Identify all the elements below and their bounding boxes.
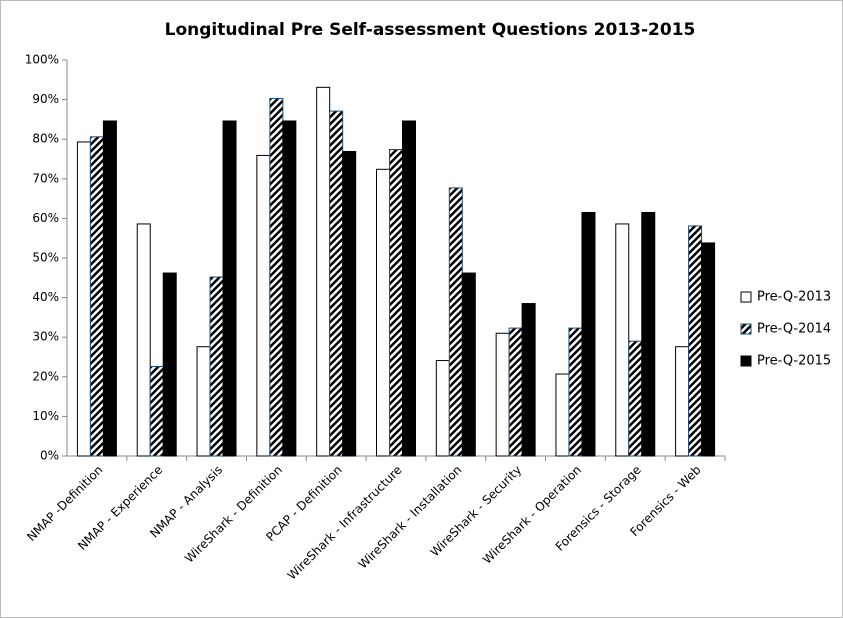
bar — [389, 148, 403, 457]
bar — [402, 120, 416, 457]
bar — [269, 97, 284, 457]
bar — [149, 366, 164, 457]
bar — [209, 276, 224, 457]
legend-swatch — [740, 355, 752, 367]
y-tick-label: 10% — [32, 409, 59, 423]
bar — [581, 211, 596, 457]
y-tick-label: 80% — [32, 132, 59, 146]
legend-swatch — [740, 291, 752, 303]
bar — [162, 272, 177, 457]
bar — [329, 110, 344, 457]
bar — [675, 346, 690, 457]
bar — [196, 346, 211, 457]
y-tick-label: 90% — [32, 92, 59, 106]
legend-swatch — [740, 323, 752, 335]
bar — [89, 136, 104, 457]
legend-label: Pre-Q-2013 — [757, 290, 831, 305]
legend-label: Pre-Q-2015 — [757, 354, 831, 369]
bar — [136, 223, 151, 457]
bar — [508, 327, 523, 457]
bar — [688, 225, 703, 457]
bar — [461, 272, 476, 457]
y-tick-label: 50% — [32, 251, 59, 265]
bar — [316, 86, 331, 457]
y-tick-label: 100% — [25, 53, 59, 67]
bar — [701, 242, 716, 457]
bar — [641, 211, 656, 457]
chart-title: Longitudinal Pre Self-assessment Questio… — [165, 20, 696, 40]
y-tick-label: 30% — [32, 330, 59, 344]
y-tick-label: 60% — [32, 211, 59, 225]
bar — [102, 120, 117, 457]
bar — [282, 120, 297, 457]
bar — [435, 360, 450, 457]
y-tick-label: 70% — [32, 171, 59, 185]
y-tick-label: 20% — [32, 369, 59, 383]
bar — [628, 340, 643, 457]
bar — [376, 168, 390, 457]
bar — [76, 141, 91, 457]
bar — [521, 303, 536, 457]
bar — [342, 150, 357, 457]
bar — [568, 327, 583, 457]
bar — [222, 120, 237, 457]
legend-label: Pre-Q-2014 — [757, 322, 831, 337]
y-tick-label: 0% — [40, 449, 59, 463]
bar — [256, 154, 271, 457]
bar — [615, 223, 630, 457]
bar — [495, 332, 510, 457]
bar — [555, 373, 570, 457]
bar — [448, 187, 463, 457]
y-tick-label: 40% — [32, 290, 59, 304]
